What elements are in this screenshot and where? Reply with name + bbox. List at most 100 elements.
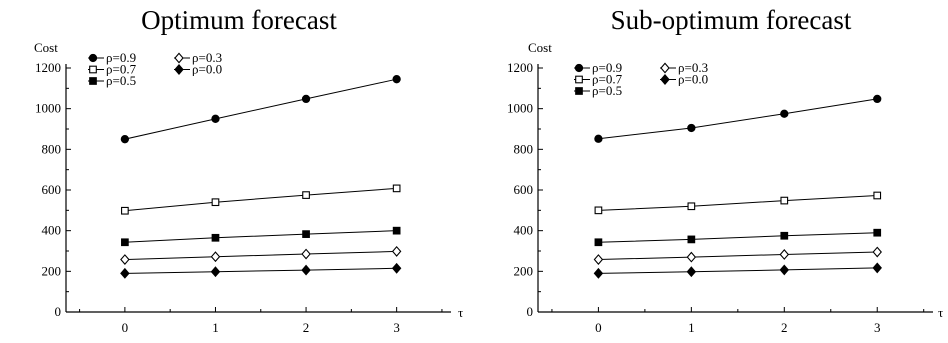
series-09	[120, 75, 401, 144]
x-tick-label: 1	[688, 320, 695, 335]
legend-label: ρ=0.5	[106, 73, 136, 88]
legend-label: ρ=0.3	[678, 60, 708, 75]
data-point	[392, 75, 401, 84]
legend-entry: ρ=0.0	[660, 72, 708, 87]
axes	[65, 64, 451, 313]
legend-label: ρ=0.0	[192, 62, 222, 77]
data-point	[686, 266, 697, 278]
data-point	[779, 264, 790, 276]
series-09	[594, 94, 882, 143]
data-point	[211, 198, 220, 207]
chart-optimum-forecast: Optimum forecast Cost τ 0200400600800100…	[34, 5, 463, 335]
series-line	[598, 251, 878, 261]
x-ticks: 0 1 2 3	[551, 307, 925, 335]
data-point	[391, 262, 402, 274]
legend-marker	[88, 53, 98, 63]
series-05	[121, 226, 401, 247]
series-line	[598, 232, 878, 243]
series-05	[594, 228, 882, 247]
data-point	[872, 262, 882, 274]
data-point	[302, 191, 310, 199]
y-tick-label: 400	[514, 223, 534, 238]
data-point	[120, 135, 130, 144]
legend-label: ρ=0.7	[592, 72, 623, 87]
legend-marker	[89, 77, 97, 85]
y-tick-label: 600	[514, 182, 534, 197]
x-axis-label: τ	[938, 305, 943, 320]
legend-entry: ρ=0.7	[88, 62, 137, 77]
legend-marker	[174, 52, 184, 64]
y-tick-label: 0	[55, 304, 62, 319]
data-point	[594, 206, 603, 215]
legend-entry: ρ=0.9	[88, 50, 136, 65]
series-line	[124, 267, 397, 274]
legend-label: ρ=0.3	[192, 50, 222, 65]
data-point	[301, 248, 311, 260]
series-line	[124, 230, 397, 243]
data-point	[301, 264, 311, 276]
data-point	[686, 251, 697, 263]
x-tick-label: 0	[595, 320, 602, 335]
data-point	[392, 184, 401, 193]
series-line	[598, 267, 878, 274]
y-ticks: 0 200 400 600 800 1000 1200	[507, 60, 543, 319]
chart-sub-optimum-forecast: Sub-optimum forecast Cost τ 0 200 400 600 80…	[507, 5, 943, 335]
series-line	[598, 194, 878, 211]
legend-marker	[575, 87, 583, 95]
data-point	[687, 235, 696, 244]
legend: ρ=0.9ρ=0.7ρ=0.5 ρ=0.3ρ=0.0	[574, 60, 708, 98]
legend-entry: ρ=0.9	[574, 60, 622, 75]
data-point	[594, 238, 603, 247]
legend-marker	[574, 63, 584, 73]
y-tick-label: 0	[527, 304, 534, 319]
legend-label: ρ=0.7	[106, 62, 137, 77]
axes	[537, 64, 933, 313]
series-line	[598, 98, 878, 140]
data-point	[780, 196, 789, 205]
legend-entry: ρ=0.5	[574, 83, 622, 98]
legend-label: ρ=0.5	[592, 83, 622, 98]
x-tick-label: 2	[781, 320, 788, 335]
data-point	[873, 228, 882, 237]
data-point	[121, 206, 129, 215]
data-point	[121, 238, 129, 247]
data-point	[391, 245, 402, 257]
series-03	[120, 245, 402, 265]
legend-label: ρ=0.9	[592, 60, 622, 75]
data-point	[780, 231, 789, 240]
data-point	[302, 230, 310, 238]
data-point	[872, 246, 882, 258]
legend: ρ=0.9ρ=0.7ρ=0.5 ρ=0.3ρ=0.0	[88, 50, 222, 88]
data-point	[301, 94, 311, 104]
y-tick-label: 1200	[35, 60, 61, 75]
y-tick-label: 600	[42, 182, 62, 197]
data-point	[211, 114, 220, 123]
data-point	[210, 251, 221, 263]
y-axis-label: Cost	[528, 40, 552, 55]
y-tick-label: 1200	[507, 60, 533, 75]
data-point	[779, 249, 790, 260]
data-point	[210, 266, 221, 278]
legend-marker	[660, 62, 670, 74]
y-tick-label: 400	[42, 223, 62, 238]
x-axis-label: τ	[458, 305, 463, 320]
y-axis-label: Cost	[34, 40, 58, 55]
data-point	[593, 267, 604, 279]
legend-marker	[660, 74, 670, 85]
series-line	[124, 187, 397, 212]
data-point	[594, 134, 603, 143]
data-point	[120, 267, 130, 279]
series-line	[124, 250, 397, 261]
x-ticks: 0 1 2 3	[79, 307, 443, 335]
series-00	[120, 262, 402, 279]
y-tick-label: 800	[514, 141, 534, 156]
legend-label: ρ=0.0	[678, 72, 708, 87]
x-tick-label: 2	[303, 320, 310, 335]
series-03	[593, 246, 882, 265]
data-point	[687, 202, 696, 211]
x-tick-label: 3	[874, 320, 881, 335]
series-group	[120, 75, 402, 279]
legend-marker	[89, 65, 97, 74]
